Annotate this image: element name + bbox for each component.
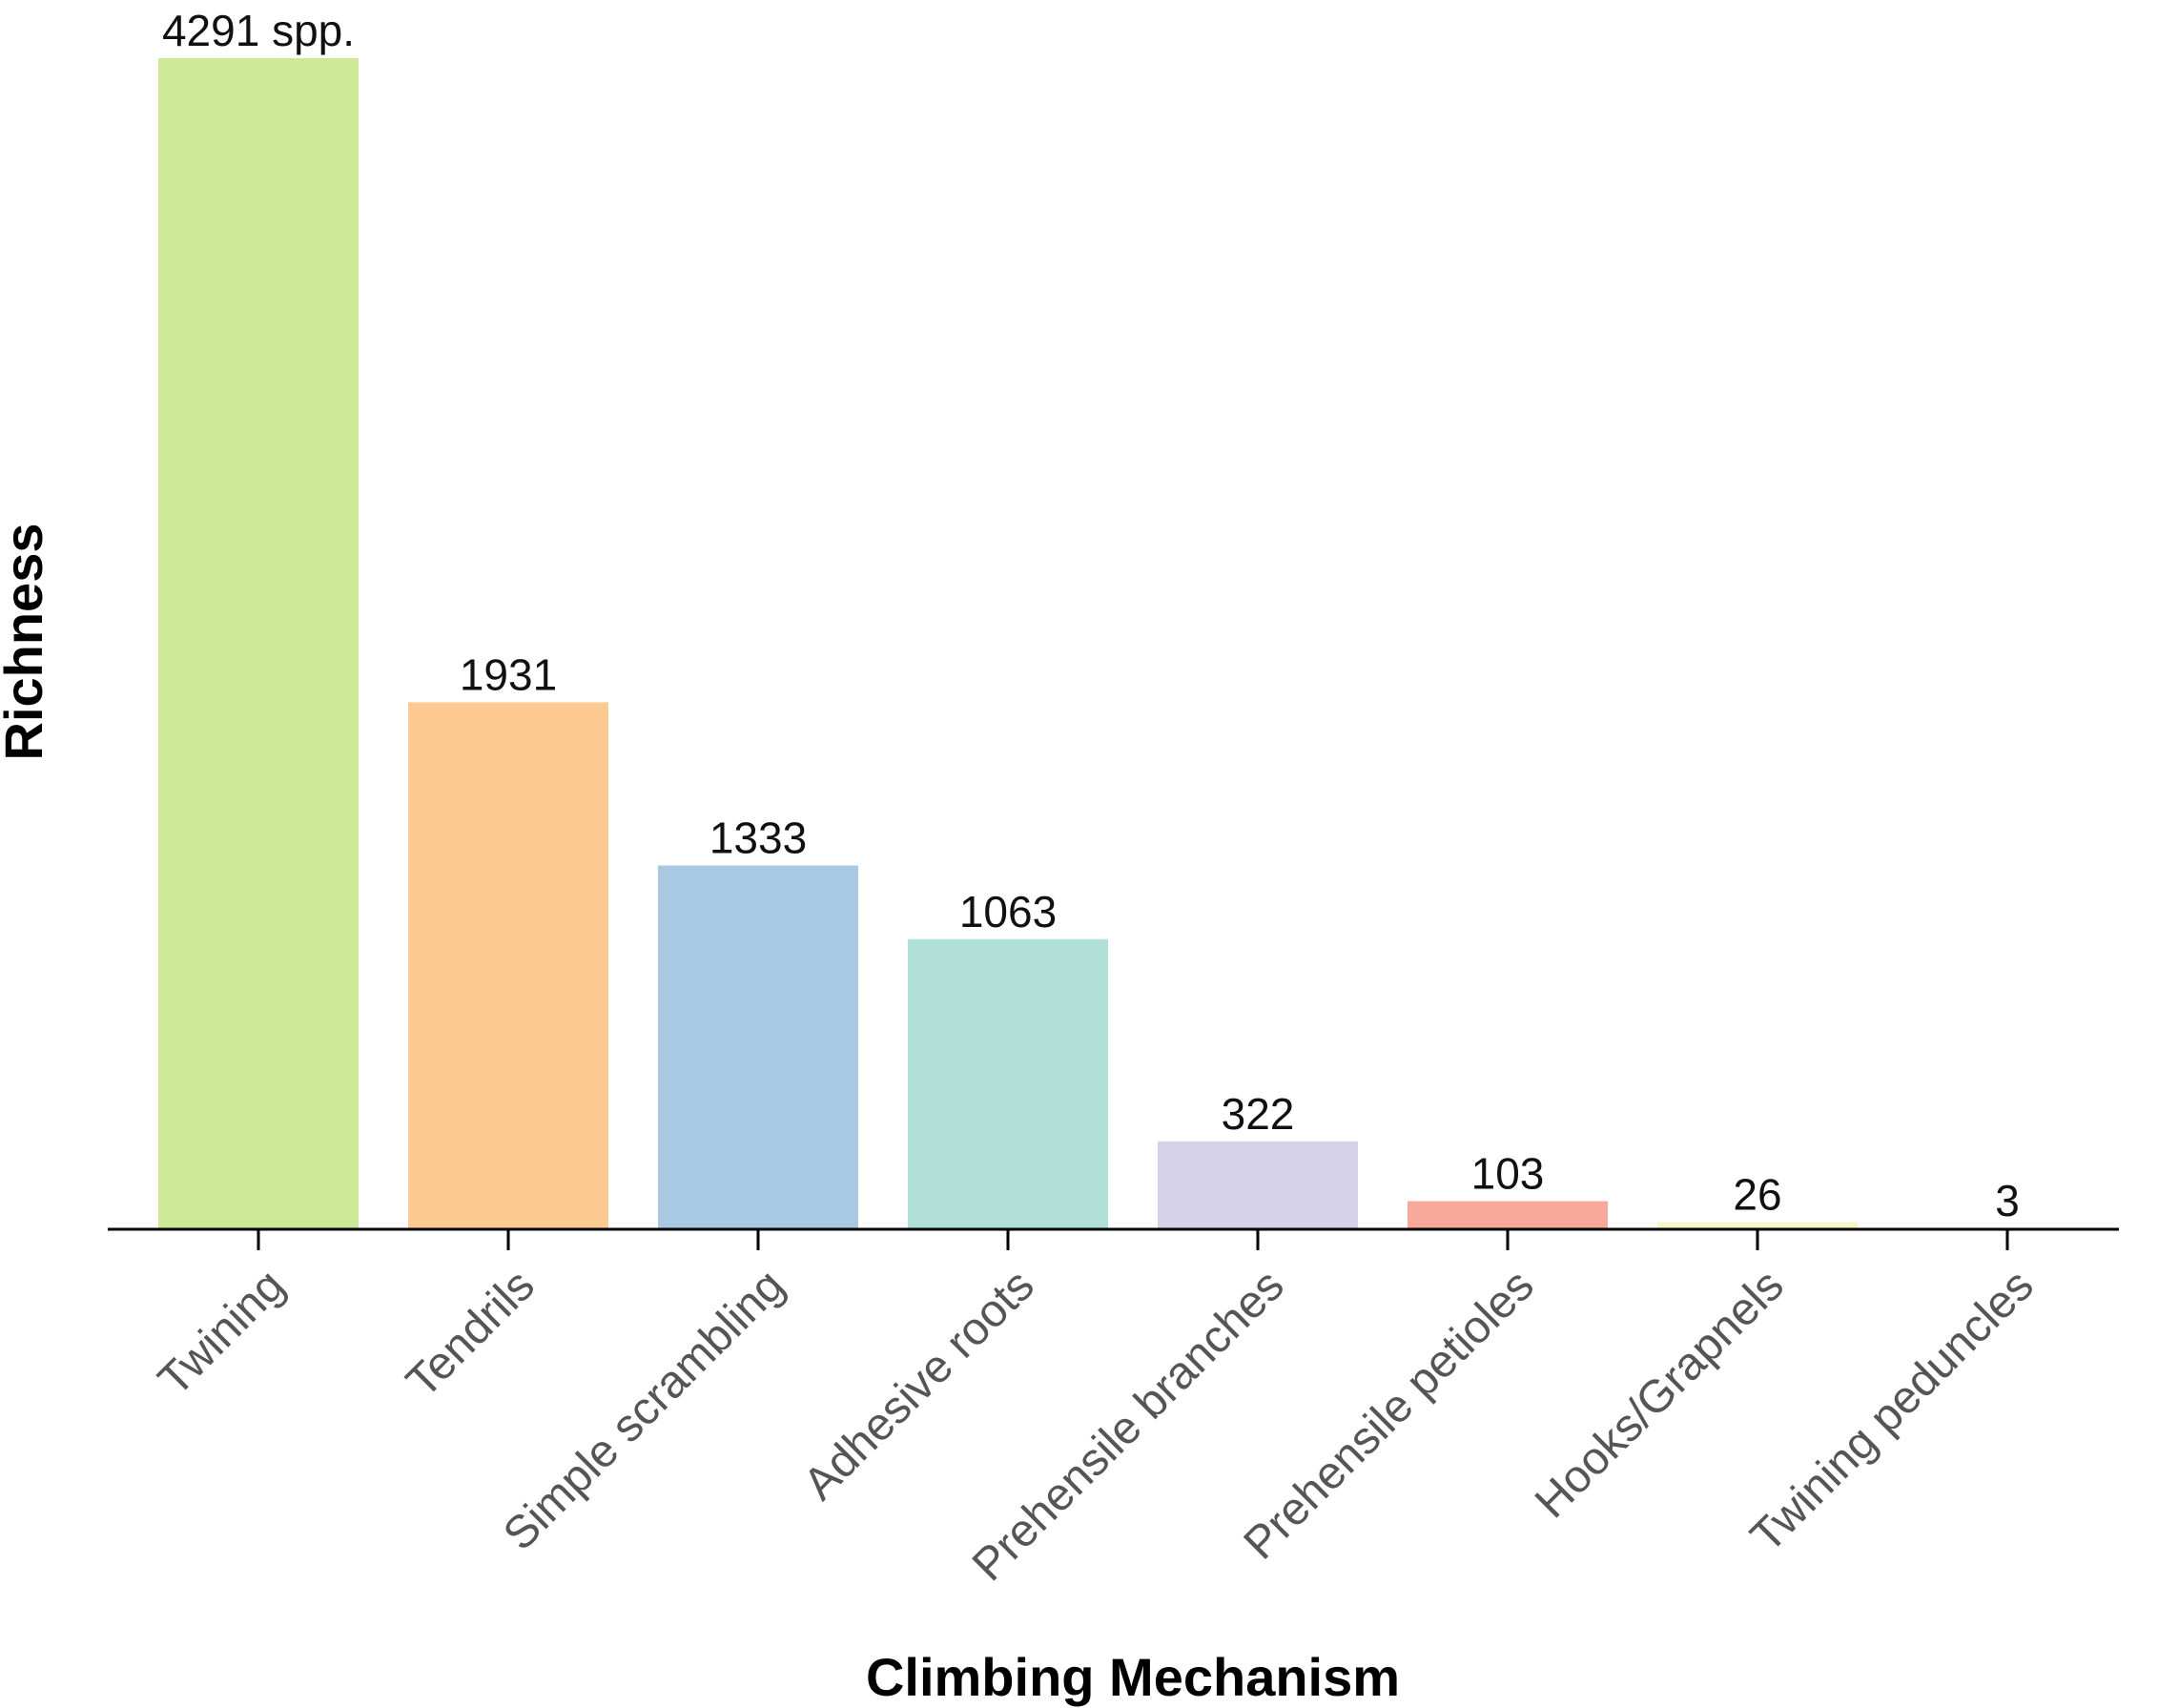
value-label-twining: 4291 spp. xyxy=(162,6,355,55)
tick-label-simple-scrambling: Simple scrambling xyxy=(494,1260,794,1560)
value-label-hooks-grapnels: 26 xyxy=(1733,1170,1781,1220)
value-label-prehensile-branches: 322 xyxy=(1222,1089,1295,1139)
bar-twining xyxy=(158,58,359,1229)
tick-label-hooks-grapnels: Hooks/Grapnels xyxy=(1526,1260,1794,1528)
bar-simple-scrambling xyxy=(658,865,858,1229)
bar-prehensile-branches xyxy=(1158,1141,1358,1229)
tick-label-tendrils: Tendrils xyxy=(397,1260,544,1407)
bars-group xyxy=(158,58,2107,1229)
tick-label-twining-peduncles: Twining peduncles xyxy=(1741,1260,2044,1562)
value-labels-group: 4291 spp. 1931 1333 1063 322 103 26 3 xyxy=(162,6,2020,1225)
bar-tendrils xyxy=(408,702,608,1229)
value-label-adhesive-roots: 1063 xyxy=(959,887,1057,936)
x-ticks-group xyxy=(257,1229,2009,1250)
tick-label-adhesive-roots: Adhesive roots xyxy=(794,1260,1044,1510)
tick-label-twining: Twining xyxy=(149,1260,295,1406)
value-label-simple-scrambling: 1333 xyxy=(709,813,807,863)
x-axis-title: Climbing Mechanism xyxy=(866,1647,1400,1707)
bar-adhesive-roots xyxy=(908,938,1108,1229)
bar-prehensile-petioles xyxy=(1408,1201,1608,1229)
y-axis-title: Richness xyxy=(0,524,53,761)
bar-hooks-grapnels xyxy=(1657,1222,1858,1229)
value-label-prehensile-petioles: 103 xyxy=(1471,1149,1545,1199)
value-label-twining-peduncles: 3 xyxy=(1995,1176,2020,1225)
value-label-tendrils: 1931 xyxy=(460,649,557,699)
